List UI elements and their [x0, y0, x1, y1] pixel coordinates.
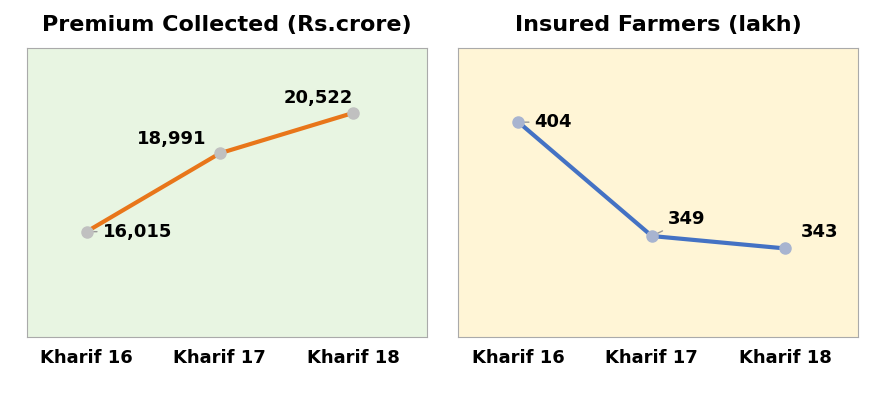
Text: 20,522: 20,522	[284, 89, 353, 108]
Text: 404: 404	[521, 113, 572, 131]
Title: Insured Farmers (lakh): Insured Farmers (lakh)	[515, 15, 802, 35]
Text: 18,991: 18,991	[137, 130, 207, 148]
Title: Premium Collected (Rs.crore): Premium Collected (Rs.crore)	[42, 15, 412, 35]
Text: 343: 343	[801, 223, 839, 241]
Text: 16,015: 16,015	[89, 223, 172, 241]
Text: 349: 349	[654, 210, 705, 235]
